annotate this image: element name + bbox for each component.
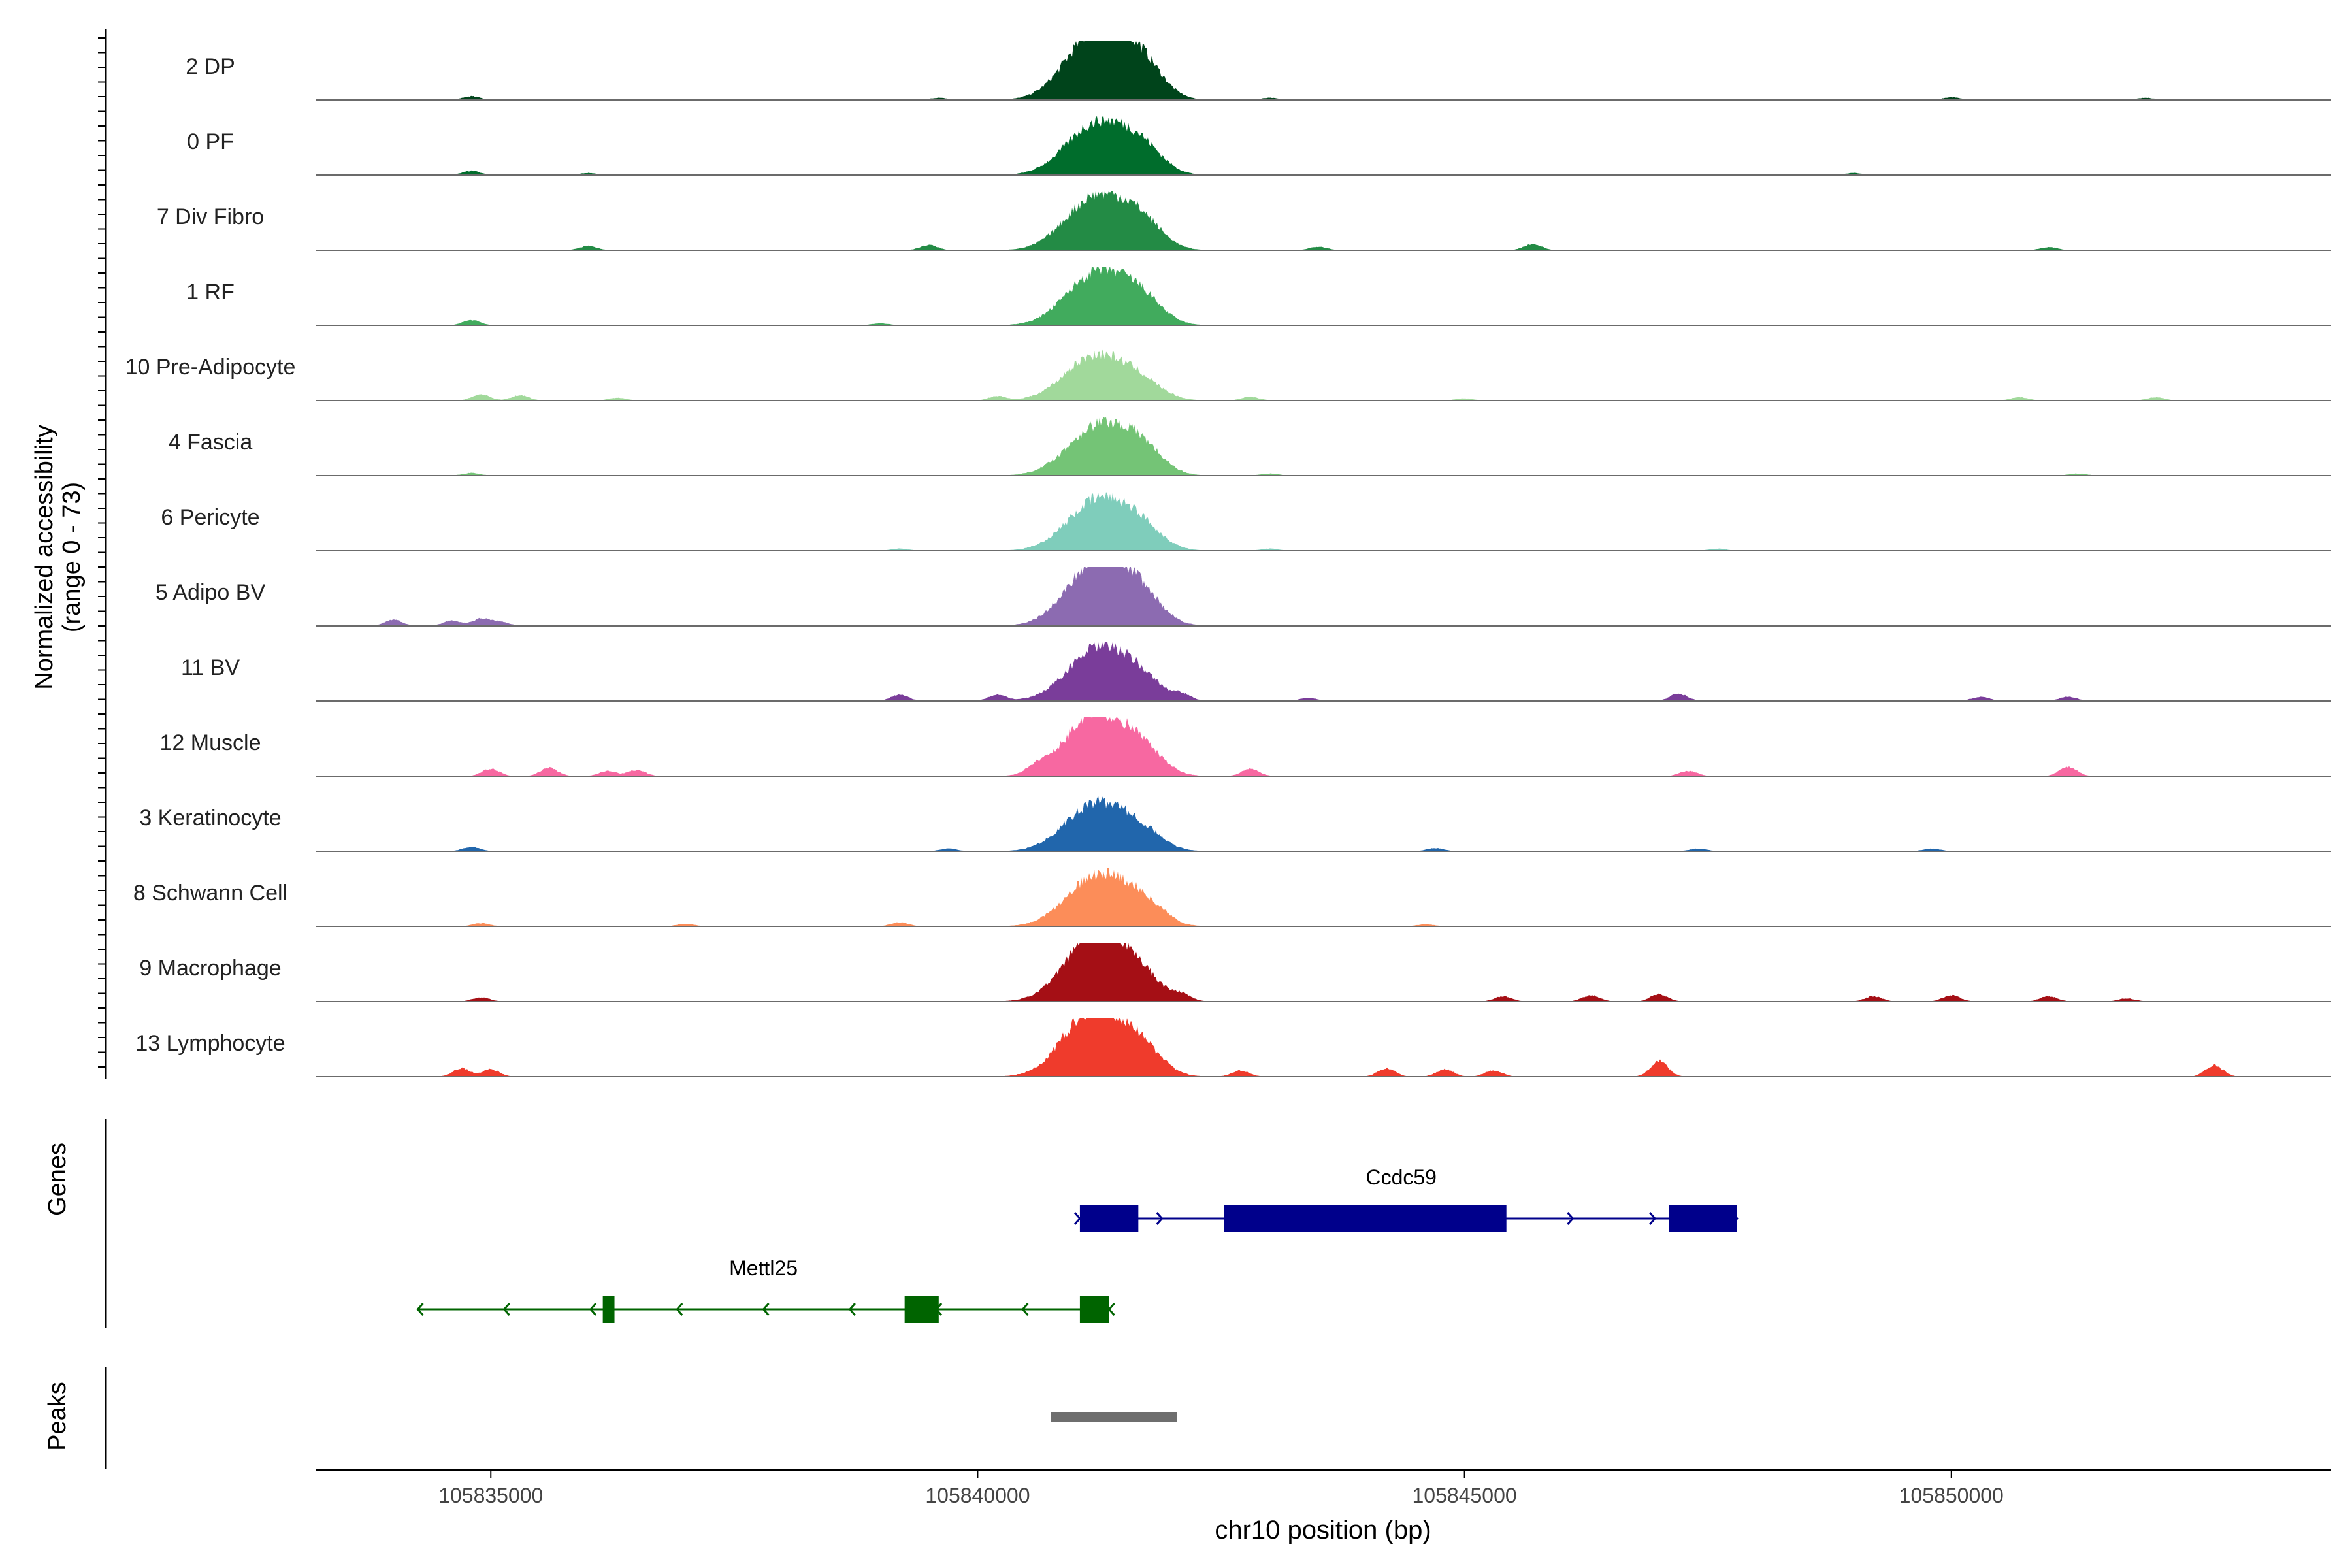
track-7 [316, 492, 2331, 551]
track-label: 12 Muscle [160, 730, 261, 755]
track-label: 13 Lymphocyte [135, 1031, 285, 1056]
coverage-area [316, 191, 2331, 250]
peak-track [1051, 1412, 1177, 1422]
x-tick-label: 105840000 [925, 1484, 1030, 1507]
track-label: 6 Pericyte [161, 505, 259, 530]
exon-block [602, 1296, 615, 1323]
coverage-area [316, 41, 2331, 100]
y-axis-label: Normalized accessibility [31, 425, 58, 689]
strand-arrow [416, 1303, 424, 1316]
x-tick-label: 105845000 [1413, 1484, 1517, 1507]
coverage-area [316, 349, 2331, 400]
peak-bar [1051, 1412, 1177, 1422]
track-4 [316, 267, 2331, 326]
exon-block [1224, 1205, 1507, 1232]
strand-arrow [1021, 1303, 1029, 1316]
gene-track: Ccdc59 Mettl25 [416, 1166, 1739, 1323]
coverage-area [316, 417, 2331, 476]
track-13 [316, 943, 2331, 1002]
exon-block [904, 1296, 939, 1323]
coverage-tracks [316, 41, 2331, 1077]
track-label: 10 Pre-Adipocyte [125, 355, 296, 380]
strand-arrow [1649, 1212, 1657, 1225]
coverage-area [316, 868, 2331, 926]
strand-arrow [1156, 1212, 1164, 1225]
coverage-area [316, 567, 2331, 626]
strand-arrow [762, 1303, 770, 1316]
track-9 [316, 642, 2331, 702]
track-label: 1 RF [186, 280, 235, 304]
track-5 [316, 349, 2331, 401]
coverage-area [316, 116, 2331, 175]
x-tick-label: 105835000 [438, 1484, 543, 1507]
x-axis: 105835000 105840000 105845000 105850000 [316, 1469, 2331, 1507]
track-14 [316, 1018, 2331, 1077]
left-axis [98, 29, 107, 1469]
coverage-area [316, 1018, 2331, 1077]
track-labels: 2 DP 0 PF 7 Div Fibro 1 RF 10 Pre-Adipocyte 4… [125, 54, 296, 1056]
exon-block [1079, 1205, 1139, 1232]
gene-label: Ccdc59 [1365, 1166, 1437, 1189]
coverage-area [316, 267, 2331, 325]
coverage-area [316, 492, 2331, 551]
y-axis-range-label: (range 0 - 73) [58, 482, 86, 632]
coverage-area [316, 796, 2331, 851]
exon-block [1079, 1296, 1109, 1323]
strand-arrow [589, 1303, 597, 1316]
track-8 [316, 567, 2331, 627]
genes-panel-label: Genes [44, 1143, 71, 1216]
strand-arrow [1107, 1303, 1115, 1316]
track-label: 0 PF [187, 129, 234, 154]
coverage-area [316, 717, 2331, 776]
track-3 [316, 191, 2331, 251]
gene-ccdc59: Ccdc59 [1073, 1166, 1739, 1232]
track-10 [316, 717, 2331, 777]
track-label: 11 BV [181, 655, 240, 680]
track-label: 8 Schwann Cell [133, 881, 287, 906]
strand-arrow [676, 1303, 683, 1316]
strand-arrow [1073, 1212, 1081, 1225]
peaks-panel-label: Peaks [44, 1382, 71, 1451]
strand-arrow [502, 1303, 510, 1316]
track-label: 9 Macrophage [139, 956, 281, 981]
strand-arrow [1567, 1212, 1575, 1225]
coverage-area [316, 642, 2331, 701]
track-label: 4 Fascia [169, 430, 253, 455]
track-label: 5 Adipo BV [155, 580, 266, 605]
exon-block [1669, 1205, 1737, 1232]
track-2 [316, 116, 2331, 176]
gene-label: Mettl25 [729, 1256, 798, 1280]
track-label: 7 Div Fibro [157, 204, 264, 229]
track-12 [316, 868, 2331, 927]
track-label: 3 Keratinocyte [139, 806, 281, 830]
x-tick-label: 105850000 [1899, 1484, 2004, 1507]
strand-arrow [848, 1303, 856, 1316]
track-11 [316, 796, 2331, 852]
track-label: 2 DP [186, 54, 235, 79]
coverage-area [316, 943, 2331, 1002]
gene-mettl25: Mettl25 [416, 1256, 1115, 1323]
x-axis-label: chr10 position (bp) [1215, 1516, 1431, 1544]
track-1 [316, 41, 2331, 101]
track-6 [316, 417, 2331, 476]
